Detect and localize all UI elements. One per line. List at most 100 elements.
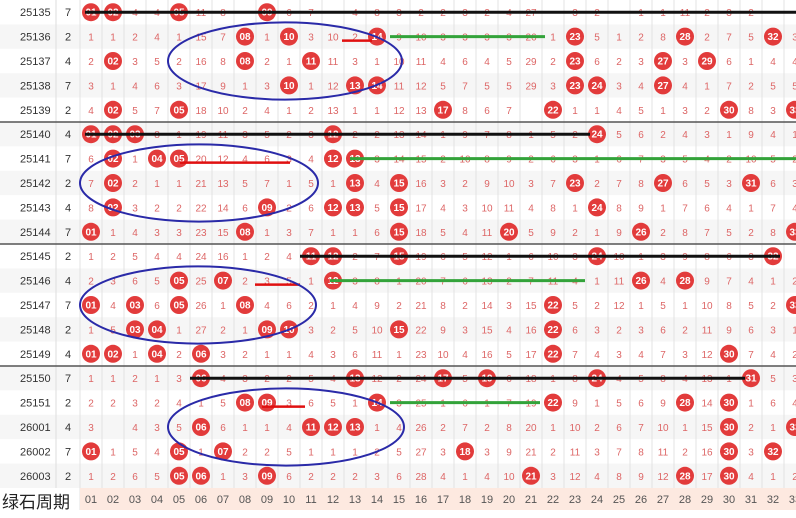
cell-number: 1 [572, 203, 578, 214]
cell-number: 5 [770, 81, 776, 92]
column-header: 02 [107, 494, 119, 506]
cell-number: 1 [176, 179, 182, 190]
column-header: 24 [591, 494, 603, 506]
cell-number: 3 [88, 423, 94, 434]
cell-number: 1 [220, 301, 226, 312]
cell-number: 1 [594, 228, 600, 239]
cell-number: 1 [88, 472, 94, 483]
cell-number: 3 [638, 325, 644, 336]
cell-number: 1 [330, 228, 336, 239]
cell-number: 3 [704, 130, 710, 141]
cell-number: 5 [132, 447, 138, 458]
cell-number: 8 [660, 33, 666, 44]
cell-number: 1 [660, 203, 666, 214]
cell-number: 2 [704, 33, 710, 44]
cell-number: 5 [616, 130, 622, 141]
cell-number: 5 [154, 472, 160, 483]
cell-number: 4 [176, 399, 182, 410]
drawn-ball-label: 21 [525, 471, 537, 482]
drawn-ball [720, 100, 738, 119]
drawn-ball [214, 271, 232, 290]
column-header: 25 [613, 494, 625, 506]
cell-number: 24 [195, 252, 207, 263]
cell-number: 12 [327, 81, 339, 92]
drawn-ball-label: 10 [283, 32, 295, 43]
column-header: 26 [635, 494, 647, 506]
cell-number: 21 [415, 301, 427, 312]
cell-number: 12 [613, 301, 625, 312]
drawn-ball [170, 100, 188, 119]
cell-number: 3 [462, 203, 468, 214]
cell-number: 7 [726, 81, 732, 92]
cell-number: 3 [88, 81, 94, 92]
cell-number: 2 [550, 447, 556, 458]
cell-number: 4 [132, 81, 138, 92]
drawn-ball [82, 442, 100, 461]
cell-number: 6 [594, 57, 600, 68]
column-header: 18 [459, 494, 471, 506]
cell-number: 1 [770, 277, 776, 288]
cell-number: 1 [462, 472, 468, 483]
cell-number: 2 [88, 399, 94, 410]
drawn-ball [390, 198, 408, 217]
cell-number: 26 [415, 423, 427, 434]
cell-number: 1 [88, 325, 94, 336]
drawn-ball [170, 466, 188, 485]
cell-number: 4 [682, 130, 688, 141]
cell-number: 13 [327, 106, 339, 117]
cell-number: 3 [726, 8, 732, 19]
cell-number: 2 [748, 81, 754, 92]
drawn-ball [82, 344, 100, 363]
cell-number: 3 [176, 374, 182, 385]
cell-number: 1 [308, 81, 314, 92]
cell-number: 2 [792, 472, 796, 483]
cell-number: 11 [416, 57, 427, 68]
drawn-ball-label: 12 [327, 423, 339, 434]
cell-number: 10 [569, 423, 581, 434]
drawn-ball-label: 20 [503, 227, 515, 238]
cell-number: 6 [374, 228, 380, 239]
cell-number: 2 [682, 325, 688, 336]
drawn-ball-label: 08 [239, 398, 251, 409]
cell-number: 10 [503, 179, 515, 190]
cell-number: 6 [572, 325, 578, 336]
period-label: 25136 [20, 32, 51, 44]
period-tag: 7 [65, 227, 71, 239]
cell-number: 15 [195, 33, 207, 44]
cell-number: 2 [462, 301, 468, 312]
cell-number: 3 [154, 228, 160, 239]
cell-number: 1 [176, 33, 182, 44]
cell-number: 3 [176, 81, 182, 92]
period-label: 26002 [20, 446, 51, 458]
cell-number: 5 [594, 33, 600, 44]
cell-number: 2 [88, 57, 94, 68]
cell-number: 2 [462, 179, 468, 190]
drawn-ball [346, 174, 364, 192]
cell-number: 16 [701, 447, 713, 458]
drawn-ball-label: 23 [569, 81, 581, 92]
cell-number: 1 [242, 252, 248, 263]
cell-number: 11 [504, 203, 515, 214]
cell-number: 6 [462, 57, 468, 68]
cell-number: 8 [550, 203, 556, 214]
cell-number: 2 [308, 472, 314, 483]
cell-number: 7 [220, 33, 226, 44]
cell-number: 2 [704, 8, 710, 19]
cell-number: 1 [176, 325, 182, 336]
cell-number: 4 [484, 57, 490, 68]
drawn-ball [192, 418, 210, 436]
cell-number: 4 [638, 81, 644, 92]
cell-number: 12 [393, 106, 405, 117]
cell-number: 2 [132, 179, 138, 190]
period-tag: 7 [65, 446, 71, 458]
drawn-ball [324, 149, 342, 168]
drawn-ball [632, 271, 650, 290]
drawn-ball-label: 08 [239, 32, 251, 43]
cell-number: 2 [308, 301, 314, 312]
cell-number: 1 [770, 472, 776, 483]
cell-number: 5 [572, 301, 578, 312]
cell-number: 1 [88, 374, 94, 385]
cell-number: 4 [462, 350, 468, 361]
cell-number: 6 [220, 423, 226, 434]
cell-number: 2 [242, 447, 248, 458]
